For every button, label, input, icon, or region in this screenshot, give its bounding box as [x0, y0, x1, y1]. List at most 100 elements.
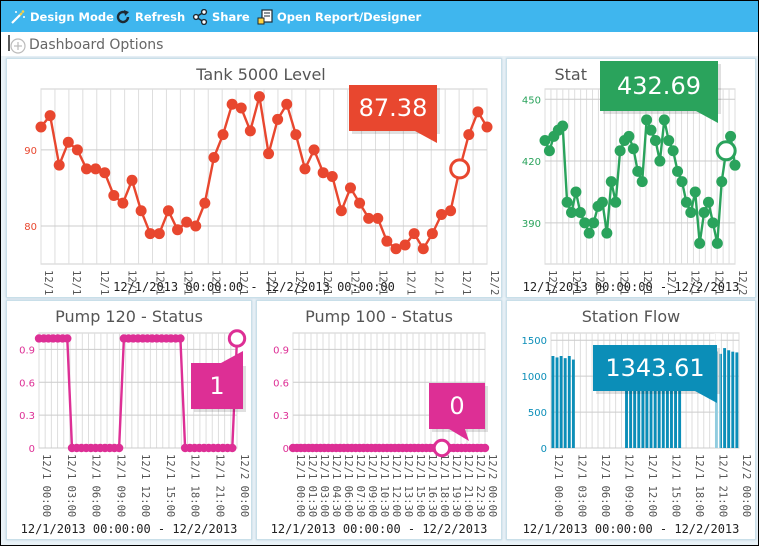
y-tick-label: 500 — [528, 408, 547, 419]
data-point — [463, 129, 475, 141]
data-point — [426, 228, 438, 240]
open-report-designer-button[interactable]: Open Report/Designer — [257, 7, 421, 27]
data-point — [417, 243, 429, 255]
data-point — [716, 176, 728, 188]
data-point — [729, 159, 741, 171]
x-tick-label: 12/1 18:00 — [689, 270, 701, 297]
x-tick-label: 12/1 06:00 — [594, 270, 606, 297]
data-point — [694, 237, 706, 249]
x-tick-label: 12/2 00:00 — [238, 454, 250, 517]
flow-bar — [661, 372, 665, 448]
pump-100-panel[interactable]: Pump 100 - Status 0 0.3 0.6 0.9 12/1 00:00 12/… — [256, 300, 502, 540]
design-mode-button[interactable]: Design Mode — [10, 7, 114, 27]
data-point — [354, 197, 366, 209]
x-tick-label: 12/1 22:30 — [474, 454, 486, 517]
x-tick-label: 12/1 21:00 — [213, 454, 225, 517]
callout-tail — [449, 429, 469, 441]
dashboard-options-bar[interactable]: Dashboard Options — [1, 32, 758, 56]
share-label: Share — [212, 10, 250, 24]
refresh-button[interactable]: Refresh — [115, 7, 185, 27]
date-range-label: 12/1/2013 00:00:00 - 12/2/2013 — [523, 280, 740, 294]
x-tick-label: 12/1 19:30 — [450, 454, 462, 517]
expand-plus-icon[interactable] — [7, 35, 27, 55]
station-flow-panel[interactable]: Station Flow 0 500 1000 1500 12/1 00:00 12/1 0… — [506, 300, 756, 540]
data-point — [99, 167, 111, 179]
data-point — [435, 209, 447, 221]
data-point — [63, 334, 72, 343]
data-point — [702, 196, 714, 208]
data-point — [698, 207, 710, 219]
flow-bar — [670, 372, 673, 448]
data-point — [235, 102, 247, 114]
x-tick-label: 12/1 07:30 — [354, 454, 366, 517]
data-point — [217, 129, 229, 141]
data-point — [654, 155, 666, 167]
y-tick-label: 80 — [24, 222, 37, 233]
callout-tail — [415, 131, 437, 143]
x-tick-label: 12/2 00:00 — [488, 270, 500, 297]
callout-value: 87.38 — [359, 94, 428, 122]
data-point — [649, 134, 661, 146]
tank-level-panel[interactable]: Tank 5000 Level 80 90 12/1 00:00 12/1 01:30 1… — [6, 58, 502, 298]
x-tick-label: 12/1 15:00 — [670, 454, 682, 517]
data-point — [667, 145, 679, 157]
y-tick-label: 0.6 — [19, 378, 35, 389]
data-point — [244, 125, 256, 137]
data-point — [35, 121, 47, 133]
pump120-chart: Pump 120 - Status 0 0.3 0.6 0.9 12/1 00:00 12/… — [19, 307, 250, 536]
x-tick-label: 12/1 15:00 — [321, 270, 333, 297]
data-point — [144, 228, 156, 240]
data-point — [190, 220, 202, 232]
x-tick-label: 12/2 00:00 — [486, 454, 498, 517]
chart-title: Pump 120 - Status — [55, 307, 203, 326]
data-point — [605, 176, 617, 188]
pump-120-panel[interactable]: Pump 120 - Status 0 0.3 0.6 0.9 12/1 00:00 12/… — [6, 300, 252, 540]
flow-bar — [678, 372, 682, 448]
data-point — [208, 151, 220, 163]
flow-bar — [665, 372, 669, 448]
x-tick-label: 12/1 15:00 — [164, 454, 176, 517]
flow-bar — [723, 348, 727, 448]
data-point — [610, 196, 622, 208]
callout-box — [600, 61, 718, 111]
data-point — [445, 205, 457, 217]
data-point — [641, 114, 653, 126]
data-point — [126, 174, 138, 186]
x-tick-label: 12/1 03:00 — [570, 270, 582, 297]
y-tick-label: 0.9 — [19, 345, 35, 356]
x-tick-label: 12/1 09:00 — [366, 454, 378, 517]
data-point — [570, 186, 582, 198]
data-point — [390, 243, 402, 255]
data-point — [372, 212, 384, 224]
x-tick-label: 12/1 00:00 — [294, 454, 306, 517]
data-point — [481, 121, 493, 133]
data-point — [636, 176, 648, 188]
refresh-label: Refresh — [135, 10, 186, 24]
dashboard-options-label: Dashboard Options — [29, 37, 164, 53]
flow-bar — [649, 372, 653, 448]
x-tick-label: 12/1 12:00 — [646, 454, 658, 517]
data-point — [162, 205, 174, 217]
y-tick-label: 390 — [522, 219, 541, 230]
data-point — [335, 205, 347, 217]
data-point — [623, 130, 635, 142]
flow-bar — [657, 372, 661, 448]
data-point — [381, 235, 393, 247]
chart-title: Tank 5000 Level — [195, 65, 325, 84]
chart-title: Pump 100 - Status — [305, 307, 453, 326]
data-point — [53, 159, 65, 171]
flow-bar — [567, 356, 571, 448]
share-button[interactable]: Share — [192, 7, 250, 27]
hover-marker — [227, 329, 247, 348]
station-panel[interactable]: Stat 390 420 450 12/1 00:00 12/1 03:00 12/1 06… — [506, 58, 756, 298]
hover-highlight — [714, 333, 721, 448]
y-tick-label: 0.6 — [273, 378, 289, 389]
data-point — [326, 171, 338, 182]
callout-box — [429, 383, 485, 429]
x-tick-label: 12/1 09:00 — [114, 454, 126, 517]
flow-bar — [555, 357, 559, 448]
y-tick-label: 0 — [283, 444, 289, 455]
data-point — [596, 196, 608, 208]
y-tick-label: 1000 — [522, 372, 547, 383]
x-tick-label: 12/1 15:00 — [665, 270, 677, 297]
